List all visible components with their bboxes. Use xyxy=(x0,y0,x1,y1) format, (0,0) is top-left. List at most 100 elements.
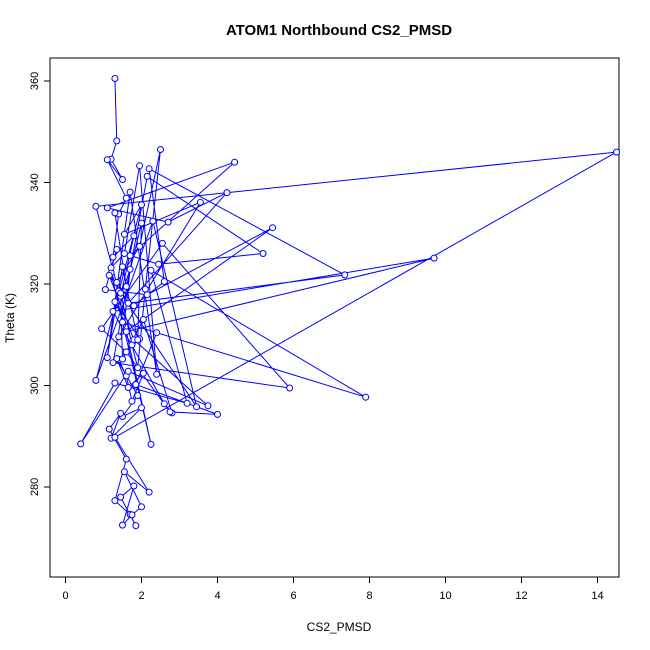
data-point xyxy=(124,299,132,307)
data-point xyxy=(138,404,145,412)
data-point xyxy=(136,242,144,250)
data-point xyxy=(132,381,140,388)
data-point xyxy=(105,271,113,279)
data-point xyxy=(120,230,128,238)
data-point xyxy=(119,318,126,326)
data-point xyxy=(101,286,109,294)
data-point xyxy=(111,379,119,387)
data-point xyxy=(122,283,130,290)
data-point xyxy=(139,369,147,377)
data-point xyxy=(613,148,620,156)
data-point xyxy=(117,409,125,417)
data-point xyxy=(149,217,157,225)
data-point xyxy=(103,204,111,212)
x-tick-label: 8 xyxy=(366,590,372,602)
data-point xyxy=(147,266,155,274)
data-point xyxy=(341,271,349,279)
data-point xyxy=(128,397,136,405)
data-point xyxy=(109,359,117,367)
data-point xyxy=(126,188,134,196)
data-point xyxy=(109,307,117,315)
data-point xyxy=(223,189,231,197)
data-point xyxy=(122,348,130,356)
data-point xyxy=(111,75,119,82)
data-point xyxy=(160,278,168,285)
data-point xyxy=(362,393,370,401)
data-point xyxy=(139,316,147,323)
data-point xyxy=(117,289,125,297)
data-point xyxy=(113,279,121,286)
data-point xyxy=(143,172,151,180)
data-point xyxy=(286,384,294,392)
data-point xyxy=(153,329,161,337)
x-axis: 0 2 4 6 8 10 12 14 xyxy=(62,576,604,602)
data-point xyxy=(105,425,113,433)
data-point xyxy=(117,493,125,501)
plot-frame xyxy=(49,57,620,578)
data-point xyxy=(130,482,138,490)
data-point xyxy=(204,402,212,410)
data-point xyxy=(231,158,239,166)
data-point xyxy=(103,156,111,164)
data-point xyxy=(111,209,119,217)
data-point xyxy=(147,440,155,448)
x-tick-label: 4 xyxy=(214,590,220,602)
data-point xyxy=(128,511,136,519)
x-tick-label: 0 xyxy=(62,590,68,602)
data-point xyxy=(130,232,138,240)
data-point xyxy=(126,265,134,273)
data-point xyxy=(153,370,161,378)
series-layer xyxy=(77,75,620,530)
data-point xyxy=(157,146,164,153)
data-point xyxy=(119,521,126,529)
series-line xyxy=(80,78,617,526)
data-point xyxy=(145,488,153,496)
data-point xyxy=(130,302,138,310)
x-axis-label: CS2_PMSD xyxy=(307,620,372,634)
data-point xyxy=(119,176,126,183)
data-point xyxy=(122,194,130,202)
data-point xyxy=(111,433,119,441)
data-point xyxy=(120,468,128,476)
data-point xyxy=(158,239,166,247)
data-point xyxy=(122,455,130,463)
data-point xyxy=(134,336,142,344)
data-point xyxy=(113,137,121,145)
y-tick-label: 320 xyxy=(29,275,41,293)
data-point xyxy=(155,260,163,268)
data-point xyxy=(141,285,149,293)
data-point xyxy=(269,224,277,232)
y-axis-label: Theta (K) xyxy=(3,293,17,343)
data-point xyxy=(103,354,111,362)
data-point xyxy=(166,408,174,416)
x-tick-label: 2 xyxy=(138,590,144,602)
data-point xyxy=(145,165,153,173)
data-point xyxy=(115,333,123,341)
data-point xyxy=(77,440,85,448)
data-point xyxy=(124,367,132,375)
data-point xyxy=(107,264,115,272)
data-point xyxy=(214,410,221,418)
data-point xyxy=(113,246,121,253)
data-point xyxy=(92,376,100,384)
data-point xyxy=(124,384,132,391)
y-tick-label: 360 xyxy=(29,72,41,90)
data-point xyxy=(134,392,142,400)
y-tick-label: 300 xyxy=(29,376,41,394)
x-tick-label: 14 xyxy=(591,590,603,602)
data-point xyxy=(119,263,126,271)
data-point xyxy=(160,400,168,408)
x-tick-label: 6 xyxy=(290,590,296,602)
data-point xyxy=(136,162,144,170)
data-point xyxy=(132,522,140,530)
data-point xyxy=(193,403,201,411)
data-point xyxy=(430,254,438,262)
data-point xyxy=(122,328,130,336)
x-tick-label: 10 xyxy=(439,590,451,602)
data-point xyxy=(111,497,119,505)
data-point xyxy=(119,355,126,363)
data-point xyxy=(138,219,145,227)
data-point xyxy=(164,218,172,226)
data-point xyxy=(109,253,117,261)
